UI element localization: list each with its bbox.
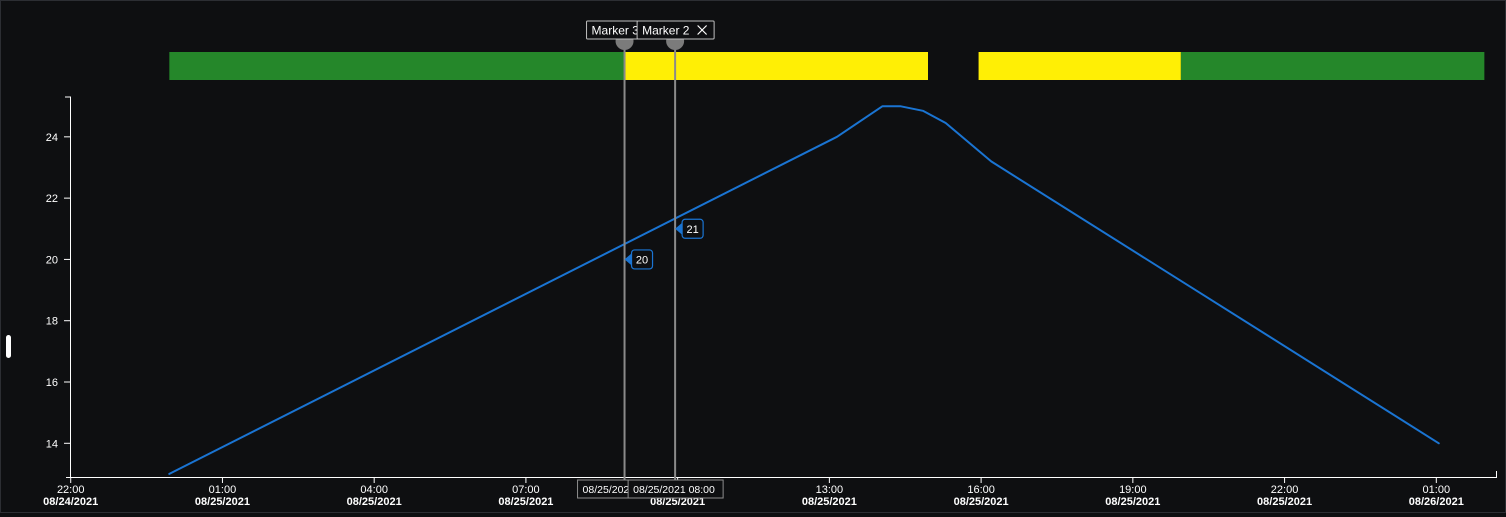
- close-icon[interactable]: [697, 25, 708, 35]
- resize-handle[interactable]: [6, 335, 11, 358]
- marker-value-label: 21: [686, 224, 698, 236]
- close-icon-stroke[interactable]: [697, 25, 708, 35]
- x-tick-time-label: 19:00: [1119, 484, 1147, 496]
- y-tick-label: 16: [46, 377, 58, 389]
- series-layer: [168, 105, 1440, 475]
- x-tick-date-label: 08/25/2021: [954, 496, 1009, 508]
- status-band-segment: [624, 52, 929, 80]
- x-tick-time-label: 01:00: [1423, 484, 1451, 496]
- x-tick-time-label: 04:00: [360, 484, 388, 496]
- x-tick-date-label: 08/24/2021: [43, 496, 98, 508]
- x-tick-time-label: 22:00: [1271, 484, 1299, 496]
- marker-value-pointer: [675, 222, 683, 235]
- status-band-segment: [169, 52, 625, 80]
- x-tick-date-label: 08/25/2021: [802, 496, 857, 508]
- x-tick-date-label: 08/25/2021: [498, 496, 553, 508]
- status-band-segment: [978, 52, 1181, 80]
- x-tick-time-label: 16:00: [967, 484, 995, 496]
- x-tick-date-label: 08/25/2021: [650, 496, 705, 508]
- x-axis: 22:0008/24/202101:0008/25/202104:0008/25…: [43, 471, 1497, 508]
- y-tick-label: 14: [46, 438, 58, 450]
- x-tick-time-label: 07:00: [512, 484, 540, 496]
- y-tick-label: 22: [46, 193, 58, 205]
- marker-value-label: 20: [636, 254, 648, 266]
- marker-value-pointer: [624, 253, 632, 266]
- x-tick-date-label: 08/25/2021: [347, 496, 402, 508]
- marker-value-box: [681, 218, 704, 239]
- x-tick-time-label: 13:00: [816, 484, 844, 496]
- status-band-segment: [1180, 52, 1485, 80]
- x-tick-date-label: 08/25/2021: [1105, 496, 1160, 508]
- y-tick-label: 18: [46, 316, 58, 328]
- x-tick-date-label: 08/25/2021: [1257, 496, 1312, 508]
- x-tick-date-label: 08/25/2021: [195, 496, 250, 508]
- marker-time-box: [627, 479, 724, 499]
- marker-tag[interactable]: [636, 20, 715, 40]
- y-tick-label: 20: [46, 254, 58, 266]
- status-band-track: [169, 52, 1485, 80]
- y-axis: 14 16 18 20 22 24: [46, 96, 71, 477]
- marker-time-label: 08/25/2021 08:00: [633, 484, 715, 496]
- series-line: [168, 105, 1440, 475]
- x-tick-time-label: 01:00: [209, 484, 237, 496]
- x-tick-time-label: 22:00: [57, 484, 85, 496]
- marker-value-box: [630, 249, 654, 270]
- x-tick-date-label: 08/26/2021: [1409, 496, 1464, 508]
- y-tick-label: 24: [46, 132, 58, 144]
- marker-tag-label: Marker 2: [642, 24, 690, 38]
- marker[interactable]: Marker 2 21 08/25/2021 08:00: [627, 20, 724, 499]
- marker-tag-label: Marker 3: [592, 24, 640, 38]
